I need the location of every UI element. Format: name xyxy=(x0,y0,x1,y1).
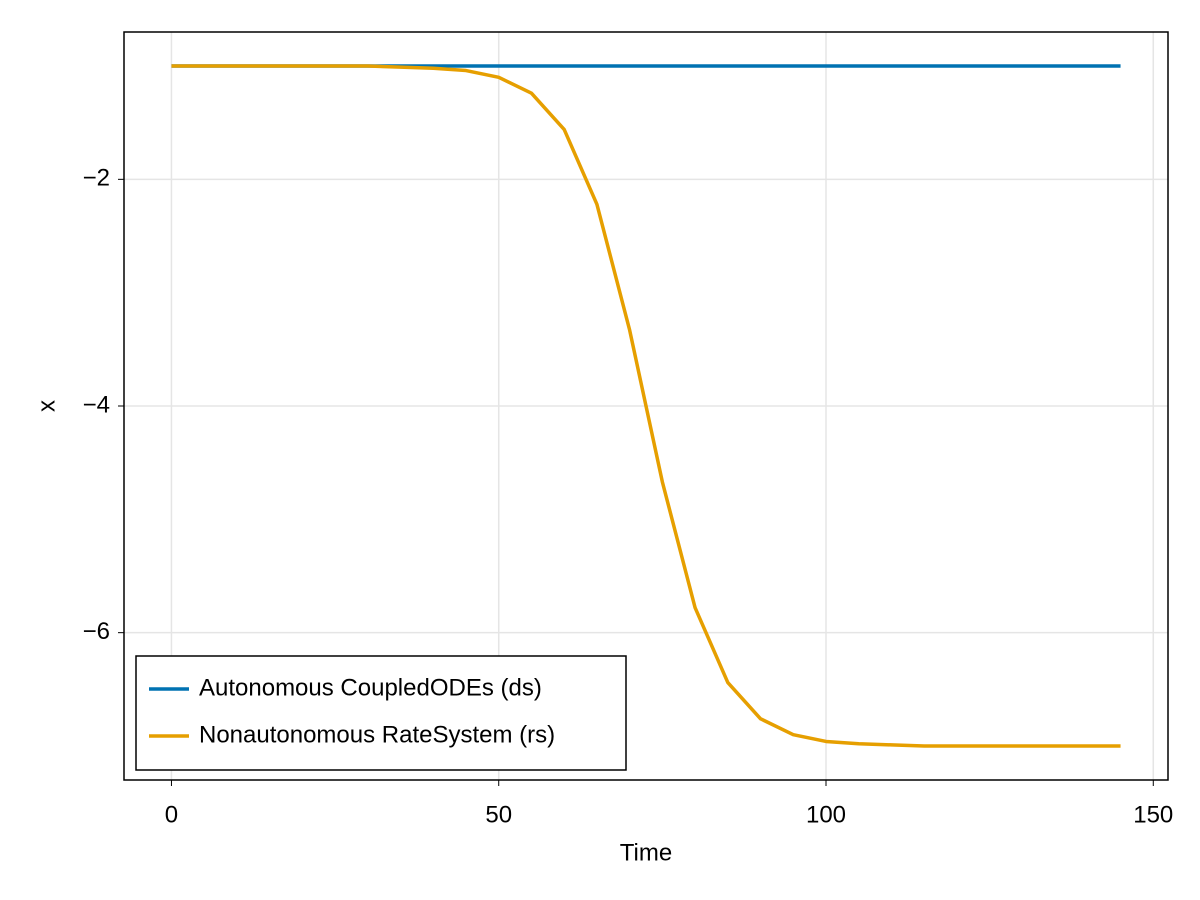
y-axis-label: x xyxy=(33,400,60,412)
plot-frame xyxy=(123,31,1169,781)
y-tick-label: −6 xyxy=(83,618,110,645)
legend-label: Autonomous CoupledODEs (ds) xyxy=(199,674,542,701)
x-tick-label: 150 xyxy=(1133,801,1173,828)
y-tick-label: −2 xyxy=(83,165,110,192)
x-tick-label: 100 xyxy=(806,801,846,828)
x-tick-label: 50 xyxy=(485,801,512,828)
y-tick-label: −4 xyxy=(83,391,110,418)
legend-label: Nonautonomous RateSystem (rs) xyxy=(199,721,555,748)
x-tick-label: 0 xyxy=(165,801,178,828)
data-line xyxy=(171,64,1121,748)
legend-box xyxy=(135,655,627,771)
legend: Autonomous CoupledODEs (ds) Nonautonomous… xyxy=(135,655,627,771)
x-axis-label: Time xyxy=(620,839,672,866)
